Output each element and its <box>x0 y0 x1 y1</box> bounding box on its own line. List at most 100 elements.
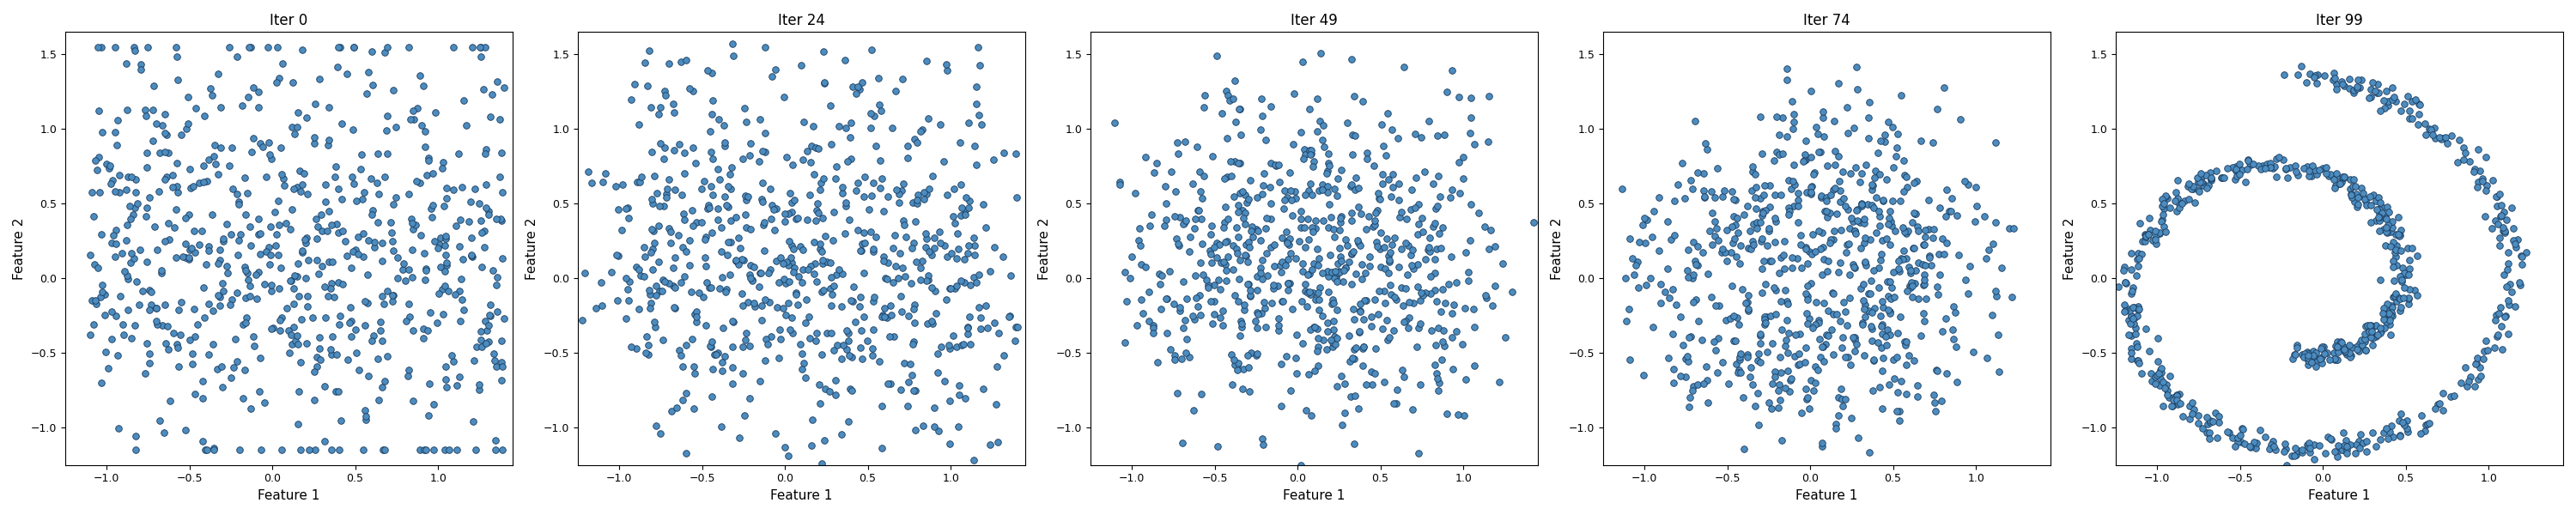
Point <box>1355 209 1396 217</box>
Point <box>1762 113 1803 122</box>
Point <box>240 446 281 454</box>
Point <box>951 340 992 348</box>
Point <box>757 278 799 286</box>
Point <box>1270 249 1311 258</box>
Point <box>1821 402 1862 410</box>
Point <box>1381 245 1422 253</box>
Point <box>1747 313 1788 321</box>
Point <box>1870 208 1911 216</box>
Point <box>1224 220 1265 228</box>
Point <box>2161 413 2202 421</box>
Point <box>1618 258 1659 266</box>
Point <box>1409 233 1450 242</box>
Point <box>912 251 953 260</box>
Point <box>2143 199 2184 208</box>
Point <box>2357 213 2398 221</box>
Point <box>1355 238 1396 246</box>
Point <box>322 195 363 203</box>
Point <box>2277 447 2318 455</box>
Point <box>770 325 811 334</box>
Point <box>1852 186 1893 194</box>
Point <box>675 313 716 321</box>
Point <box>1216 245 1257 253</box>
Point <box>2329 341 2370 350</box>
Point <box>2370 331 2411 339</box>
Point <box>2506 248 2548 256</box>
Point <box>1260 268 1301 276</box>
Point <box>1378 196 1419 204</box>
Point <box>1365 151 1406 159</box>
Point <box>376 254 417 262</box>
Point <box>2375 97 2416 105</box>
Point <box>258 197 299 205</box>
Point <box>1893 357 1935 365</box>
Point <box>2486 312 2527 320</box>
Point <box>1788 295 1829 303</box>
Point <box>198 259 240 267</box>
Point <box>2293 347 2334 355</box>
Point <box>832 283 873 291</box>
Point <box>278 108 319 116</box>
Point <box>440 274 482 283</box>
Point <box>1692 241 1734 249</box>
Point <box>1144 222 1185 230</box>
Point <box>1850 235 1891 244</box>
Point <box>832 82 873 91</box>
Point <box>2130 377 2172 385</box>
Point <box>1319 214 1360 222</box>
Point <box>1937 211 1978 219</box>
Point <box>276 337 317 345</box>
Point <box>1749 225 1790 233</box>
Point <box>1819 79 1860 87</box>
Point <box>152 171 193 180</box>
Point <box>1162 355 1203 363</box>
Point <box>2125 324 2166 333</box>
Point <box>2349 333 2391 341</box>
Point <box>1710 315 1752 323</box>
Point <box>2136 380 2177 388</box>
Point <box>2226 178 2267 186</box>
Point <box>693 96 734 105</box>
Point <box>1288 288 1329 296</box>
Point <box>1780 359 1821 368</box>
Point <box>665 56 706 64</box>
Point <box>894 337 935 346</box>
Point <box>2326 445 2367 454</box>
Point <box>724 210 765 218</box>
Point <box>786 215 827 224</box>
Point <box>896 139 938 147</box>
Point <box>690 341 732 350</box>
Point <box>1844 261 1886 269</box>
Point <box>1788 292 1829 300</box>
Point <box>1267 237 1309 245</box>
Point <box>245 247 286 255</box>
Point <box>1677 168 1718 177</box>
Point <box>639 139 680 147</box>
Point <box>1316 259 1358 267</box>
Point <box>2372 217 2414 225</box>
Point <box>433 357 474 366</box>
Point <box>214 363 255 371</box>
Point <box>1417 369 1458 377</box>
Point <box>801 459 842 468</box>
Point <box>1206 276 1247 284</box>
Point <box>2360 212 2401 220</box>
Point <box>1425 299 1466 307</box>
Point <box>1216 366 1257 374</box>
Point <box>1180 215 1221 223</box>
Point <box>819 266 860 274</box>
Point <box>2372 303 2414 312</box>
Point <box>2367 101 2409 109</box>
Point <box>2303 342 2344 351</box>
Point <box>914 234 956 242</box>
Point <box>750 215 791 224</box>
Point <box>404 446 446 454</box>
Point <box>286 274 327 282</box>
Point <box>608 285 649 293</box>
Point <box>639 258 680 266</box>
Point <box>1698 164 1739 173</box>
Point <box>1896 222 1937 231</box>
Point <box>1994 225 2035 233</box>
Point <box>853 248 894 256</box>
Point <box>371 297 412 305</box>
